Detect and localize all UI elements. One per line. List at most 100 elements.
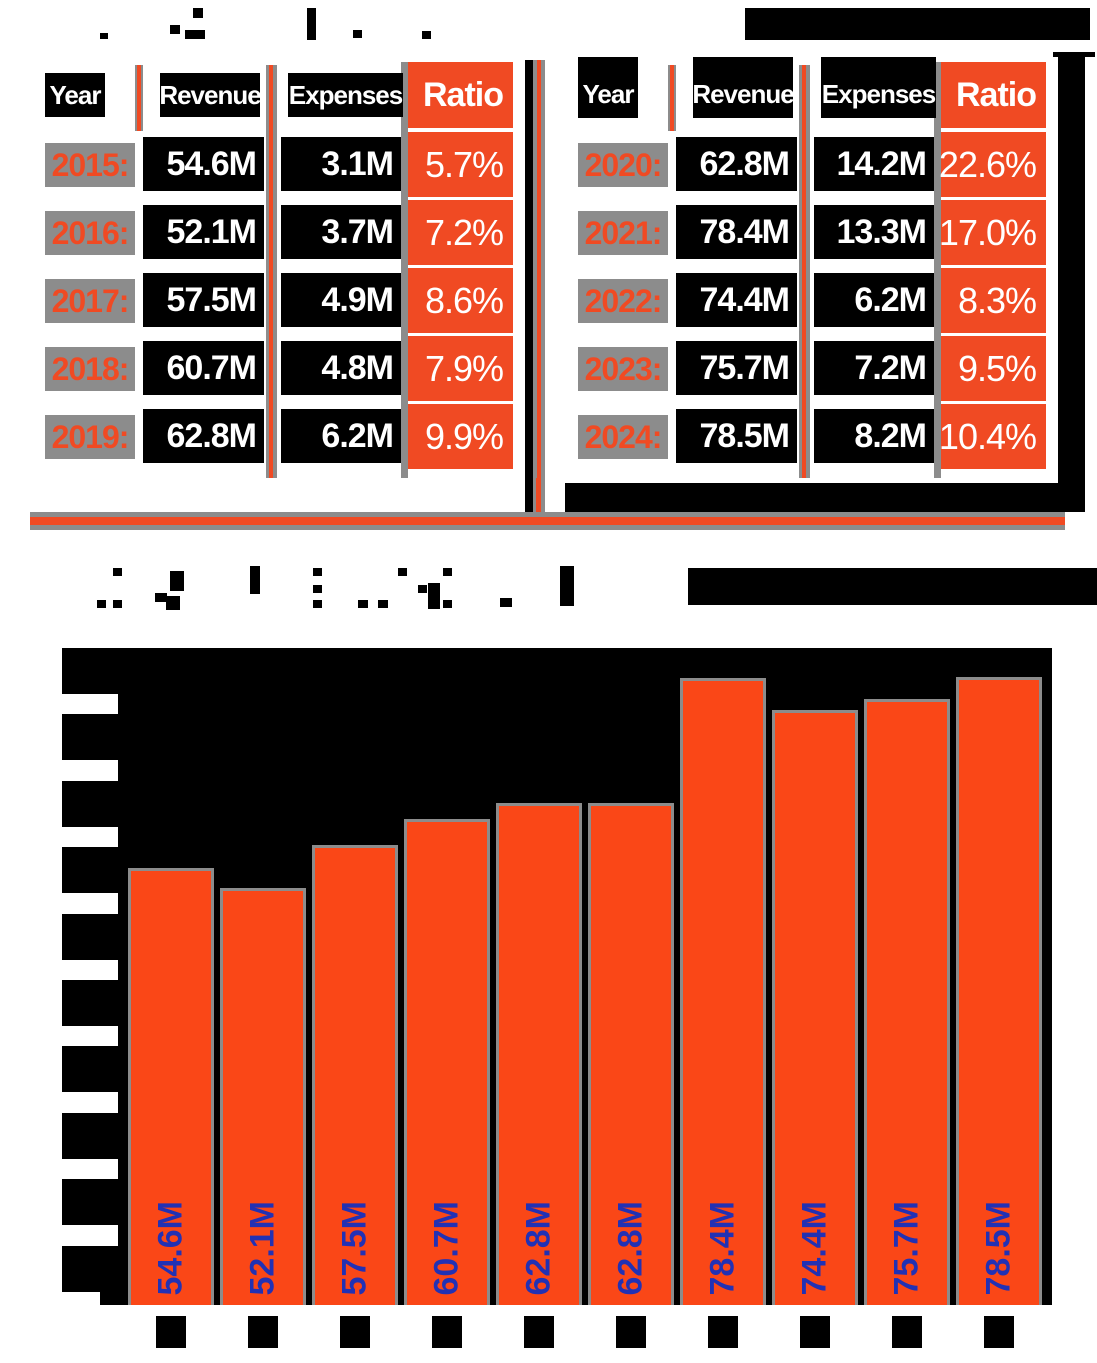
x-axis-category-label <box>984 1316 1014 1348</box>
title-fragment <box>113 600 122 608</box>
bar-2018: 60.7M <box>404 819 490 1305</box>
bar-2015: 54.6M <box>128 868 214 1305</box>
title-fragment <box>185 30 205 39</box>
header-expenses: Expenses <box>821 57 936 118</box>
x-axis-category-label <box>248 1316 278 1348</box>
ratio-cell: 22.6% <box>939 132 1046 197</box>
bar-value-label: 57.5M <box>335 1200 374 1296</box>
bar-2024: 78.5M <box>956 677 1042 1305</box>
year-cell: 2021: <box>578 211 668 255</box>
bar-2017: 57.5M <box>312 845 398 1305</box>
ratio-cell: 9.5% <box>941 336 1046 401</box>
table-2015-2019: Year Revenue Expenses Ratio 2015: 54.6M … <box>45 52 513 512</box>
header-ratio: Ratio <box>941 62 1046 128</box>
table-header-row: Year Revenue Expenses Ratio <box>45 62 513 138</box>
bar-chart-plot-area: 54.6M 52.1M 57.5M 60.7M 62.8M 62.8M 78.4… <box>118 648 1052 1305</box>
table-row: 2024: 78.5M 8.2M 10.4% <box>578 402 1046 470</box>
title-fragment <box>378 600 388 608</box>
expenses-cell: 13.3M <box>814 205 934 259</box>
expenses-cell: 8.2M <box>814 409 934 463</box>
bar-value-label: 60.7M <box>427 1200 466 1296</box>
revenue-cell: 78.4M <box>676 205 797 259</box>
bar-series: 54.6M 52.1M 57.5M 60.7M 62.8M 62.8M 78.4… <box>118 648 1052 1305</box>
revenue-cell: 54.6M <box>143 137 264 191</box>
ratio-cell: 9.9% <box>408 404 513 469</box>
x-axis-category-label <box>156 1316 186 1348</box>
column-divider-year-revenue <box>668 65 676 131</box>
revenue-cell: 62.8M <box>676 137 797 191</box>
year-cell: 2019: <box>45 415 135 459</box>
year-cell: 2023: <box>578 347 668 391</box>
year-cell: 2024: <box>578 415 668 459</box>
title-fragment <box>313 585 322 593</box>
table-row: 2021: 78.4M 13.3M 17.0% <box>578 198 1046 266</box>
title-fragment <box>443 600 452 608</box>
center-divider-stub <box>536 478 541 514</box>
revenue-cell: 57.5M <box>143 273 264 327</box>
column-divider-revenue-expenses <box>266 65 277 478</box>
right-table-right-border <box>1058 53 1085 512</box>
title-fragment <box>560 566 574 606</box>
bar-value-label: 54.6M <box>151 1200 190 1296</box>
header-ratio: Ratio <box>408 62 513 128</box>
ratio-cell: 7.2% <box>408 200 513 265</box>
expenses-cell: 4.8M <box>281 341 401 395</box>
column-divider-revenue-expenses <box>799 65 810 478</box>
bar-value-label: 52.1M <box>243 1200 282 1296</box>
table-2020-2024: Year Revenue Expenses Ratio 2020: 62.8M … <box>578 52 1046 512</box>
tables-center-divider <box>525 60 545 512</box>
bar-2020: 62.8M <box>588 803 674 1305</box>
year-cell: 2017: <box>45 279 135 323</box>
bar-2023: 75.7M <box>864 699 950 1305</box>
ratio-cell: 8.3% <box>941 268 1046 333</box>
table-row: 2017: 57.5M 4.9M 8.6% <box>45 266 513 334</box>
header-expenses: Expenses <box>288 73 403 117</box>
section-horizontal-divider <box>30 512 1065 530</box>
column-divider-year-revenue <box>135 65 143 131</box>
chart-title-highlight-bar <box>688 568 1097 605</box>
ratio-column-left-edge <box>934 62 941 478</box>
y-axis-tick-label <box>100 1288 118 1305</box>
y-axis-tick-label <box>62 980 118 1026</box>
revenue-cell: 62.8M <box>143 409 264 463</box>
expenses-cell: 6.2M <box>281 409 401 463</box>
ratio-cell: 8.6% <box>408 268 513 333</box>
x-axis-category-label <box>708 1316 738 1348</box>
expenses-cell: 3.7M <box>281 205 401 259</box>
title-fragment <box>193 8 203 18</box>
header-year: Year <box>578 57 638 118</box>
table-row: 2020: 62.8M 14.2M 22.6% <box>578 130 1046 198</box>
revenue-cell: 75.7M <box>676 341 797 395</box>
y-axis-tick-label <box>62 914 118 960</box>
expenses-cell: 6.2M <box>814 273 934 327</box>
expenses-cell: 4.9M <box>281 273 401 327</box>
bar-2021: 78.4M <box>680 678 766 1305</box>
ratio-cell: 5.7% <box>408 132 513 197</box>
right-table-bottom-border <box>565 483 1085 512</box>
title-fragment <box>422 31 431 39</box>
top-title-highlight-bar <box>745 8 1090 40</box>
ratio-cell: 17.0% <box>939 200 1046 265</box>
header-revenue: Revenue <box>159 73 262 117</box>
table-row: 2016: 52.1M 3.7M 7.2% <box>45 198 513 266</box>
title-fragment <box>398 568 407 576</box>
y-axis-tick-label <box>62 781 118 827</box>
bar-value-label: 62.8M <box>611 1200 650 1296</box>
title-fragment <box>428 583 440 609</box>
title-fragment <box>443 568 452 576</box>
x-axis-category-label <box>524 1316 554 1348</box>
expenses-cell: 14.2M <box>814 137 934 191</box>
table-header-row: Year Revenue Expenses Ratio <box>578 57 1046 138</box>
y-axis-tick-label <box>62 1113 118 1159</box>
title-fragment <box>113 568 122 576</box>
revenue-cell: 74.4M <box>676 273 797 327</box>
title-fragment <box>500 598 512 607</box>
title-fragment <box>358 600 368 608</box>
title-fragment <box>353 30 362 38</box>
title-fragment <box>170 25 180 34</box>
bar-value-label: 78.4M <box>703 1200 742 1296</box>
y-axis-tick-label <box>62 1246 118 1292</box>
table-row: 2018: 60.7M 4.8M 7.9% <box>45 334 513 402</box>
x-axis-category-label <box>800 1316 830 1348</box>
